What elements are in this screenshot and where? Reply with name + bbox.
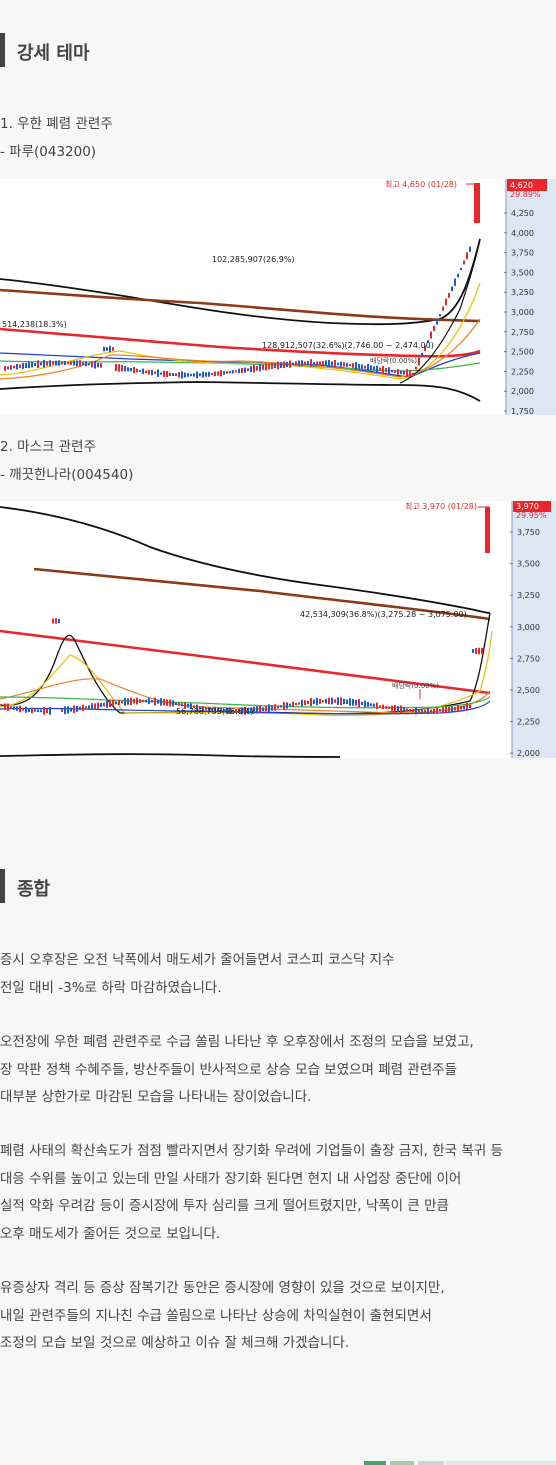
chart2-y-axis-panel <box>512 501 556 758</box>
y-tick-label: 3,000 <box>511 308 534 317</box>
y-tick-label: 3,750 <box>517 528 540 537</box>
y-tick-label: 2,000 <box>517 749 540 758</box>
theme1-stock: - 파루(043200) <box>0 144 97 160</box>
y-tick-label: 2,750 <box>511 328 534 337</box>
section-title-summary: 종합 <box>0 869 556 905</box>
y-tick-label: 3,250 <box>511 288 534 297</box>
summary-line: 오전장에 우한 폐렴 관련주로 수급 쏠림 나타난 후 오후장에서 조정의 모습… <box>0 1034 474 1050</box>
summary-line: 조정의 모습 보일 것으로 예상하고 이슈 잘 체크해 가겠습니다. <box>0 1335 350 1351</box>
summary-line: 유증상자 격리 등 증상 잠복기간 동안은 증시장에 영향이 있을 것으로 보이… <box>0 1280 445 1296</box>
chart1-red-ma <box>0 327 481 358</box>
theme1-heading: 1. 우한 폐렴 관련주 <box>0 116 113 132</box>
summary-line: 대부분 상한가로 마감된 모습을 나타내는 장이었습니다. <box>0 1089 312 1105</box>
bottom-bar-3 <box>418 1461 444 1465</box>
chart1-upper-band <box>0 238 481 326</box>
section-title-strong-theme: 강세 테마 <box>0 33 556 69</box>
chart2-price-now: 3,970 <box>516 502 539 511</box>
chart2-max-label: 최고 3,970 (01/28) <box>405 501 477 511</box>
chart1-mid-label: 128,912,507(32.6%)(2,746.00 ~ 2,474.00) <box>262 341 434 350</box>
chart1-candles <box>4 246 471 379</box>
section-title-text: 강세 테마 <box>17 43 90 64</box>
summary-line: 실적 악화 우려감 등이 증시장에 투자 심리를 크게 떨어트렸지만, 낙폭이 … <box>0 1198 449 1214</box>
summary-line: 오후 매도세가 줄어든 것으로 보입니다. <box>0 1225 221 1242</box>
bottom-bar-1 <box>364 1461 386 1465</box>
chart2-event-label: 배당락(0.00%) <box>392 681 439 690</box>
y-tick-label: 1,750 <box>511 407 534 415</box>
bottom-bar-2 <box>390 1461 414 1465</box>
chart2-y-ticks: 3,750 3,500 3,250 3,000 2,750 2,500 2,250 2,000 <box>510 528 540 758</box>
y-tick-label: 3,500 <box>517 560 540 569</box>
chart1-volume-label: 102,285,907(26.9%) <box>212 255 295 264</box>
y-tick-label: 2,500 <box>517 686 540 695</box>
summary-line: 장 막판 정책 수혜주들, 방산주들이 반사적으로 상승 모습 보였으며 폐렴 … <box>0 1061 458 1078</box>
y-tick-label: 2,500 <box>511 348 534 357</box>
chart2-pct-now: 29.95% <box>516 511 547 520</box>
chart1-left-label: 514,238(18.3%) <box>2 320 67 329</box>
chart1-max-label: 최고 4,650 (01/28) <box>385 179 457 189</box>
chart1-svg: 4,620 29.89% 4,250 4,000 3,750 3,500 3,250 3,… <box>0 179 556 415</box>
chart2-price-badge <box>513 501 551 512</box>
chart2-svg: 3,970 29.95% 3,750 3,500 3,250 3,000 2,750 2,… <box>0 501 556 758</box>
summary-line: 내일 관련주들의 지나친 수급 쏠림으로 나타난 상승에 차익실현이 출현되면서 <box>0 1307 432 1324</box>
summary-line: 폐렴 사태의 확산속도가 점점 빨라지면서 장기화 우려에 기업들이 출장 금지… <box>0 1143 503 1159</box>
chart2-candles <box>4 618 483 715</box>
theme2-heading: 2. 마스크 관련주 <box>0 439 96 455</box>
y-tick-label: 2,750 <box>517 654 540 663</box>
chart1-price-now: 4,620 <box>510 181 533 190</box>
theme2-stock: - 깨끗한나라(004540) <box>0 467 134 483</box>
y-tick-label: 2,000 <box>511 387 534 396</box>
stock-chart-paru: 4,620 29.89% 4,250 4,000 3,750 3,500 3,250 3,… <box>0 179 556 415</box>
section-title-text: 종합 <box>17 879 51 900</box>
y-tick-label: 4,250 <box>511 209 534 218</box>
summary-line: 전일 대비 -3%로 하락 마감하였습니다. <box>0 979 222 996</box>
chart1-y-axis-panel <box>506 179 556 415</box>
summary-line: 대응 수위를 높이고 있는데 만일 사태가 장기화 된다면 현지 내 사업장 중… <box>0 1170 462 1187</box>
y-tick-label: 3,000 <box>517 623 540 632</box>
chart2-left-label: 56,788,705(96.6%) <box>176 707 253 716</box>
y-tick-label: 4,000 <box>511 229 534 238</box>
chart1-y-ticks: 4,250 4,000 3,750 3,500 3,250 3,000 2,750 2,500… <box>504 209 534 415</box>
y-tick-label: 3,250 <box>517 591 540 600</box>
chart1-price-badge <box>507 179 547 191</box>
stock-chart-kkaekkeut: 3,970 29.95% 3,750 3,500 3,250 3,000 2,750 2,… <box>0 501 556 758</box>
chart2-volume-label: 42,534,309(36.8%)(3,275.28 ~ 3,075.00) <box>300 610 467 619</box>
summary-line: 증시 오후장은 오전 낙폭에서 매도세가 줄어들면서 코스피 코스닥 지수 <box>0 952 395 968</box>
y-tick-label: 3,500 <box>511 268 534 277</box>
title-accent-bar <box>0 869 5 903</box>
bottom-bar-4 <box>446 1461 556 1465</box>
title-accent-bar <box>0 33 5 67</box>
y-tick-label: 3,750 <box>511 249 534 258</box>
chart1-pct-now: 29.89% <box>510 190 541 199</box>
y-tick-label: 2,250 <box>517 718 540 727</box>
y-tick-label: 2,250 <box>511 367 534 376</box>
chart1-event-label: 배당락(0.00%) <box>370 356 417 365</box>
